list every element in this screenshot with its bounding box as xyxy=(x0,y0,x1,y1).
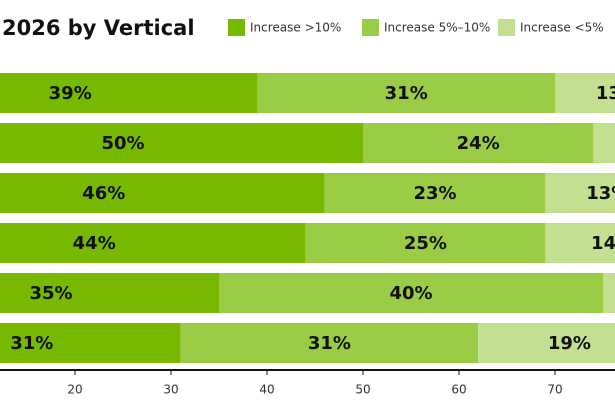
data-label: 31% xyxy=(385,83,428,104)
bar-segment xyxy=(324,173,546,213)
data-label: 31% xyxy=(10,333,53,354)
bar-segment xyxy=(180,323,479,363)
x-tick-label: 30 xyxy=(163,383,178,397)
bar-segment xyxy=(555,73,615,113)
bar-segment xyxy=(0,223,306,263)
bar-segment xyxy=(603,273,615,313)
x-tick-label: 70 xyxy=(547,383,562,397)
data-label: 40% xyxy=(389,283,432,304)
bar-segment xyxy=(478,323,615,363)
x-tick-label: 20 xyxy=(67,383,82,397)
data-label: 50% xyxy=(101,133,144,154)
legend-label: Increase >10% xyxy=(250,21,341,35)
bar-segment xyxy=(219,273,603,313)
data-label: 13% xyxy=(586,183,615,204)
bar-segment xyxy=(0,73,258,113)
bar-segment xyxy=(363,123,594,163)
data-label: 35% xyxy=(29,283,72,304)
legend-label: Increase <5% xyxy=(520,21,604,35)
legend-swatch xyxy=(228,19,245,36)
data-label: 44% xyxy=(73,233,116,254)
bar-segment xyxy=(0,173,325,213)
x-tick-label: 60 xyxy=(451,383,466,397)
x-tick-label: 50 xyxy=(355,383,370,397)
bar-segment xyxy=(0,323,181,363)
bar-segment xyxy=(0,123,363,163)
data-label: 39% xyxy=(49,83,92,104)
bar-segment xyxy=(0,273,219,313)
legend-swatch xyxy=(498,19,515,36)
legend-label: Increase 5%–10% xyxy=(384,21,490,35)
data-label: 19% xyxy=(548,333,591,354)
data-label: 31% xyxy=(308,333,351,354)
legend-swatch xyxy=(362,19,379,36)
bar-segment xyxy=(257,73,555,113)
data-label: 23% xyxy=(413,183,456,204)
bar-segment xyxy=(545,223,615,263)
data-label: 24% xyxy=(457,133,500,154)
bar-segment xyxy=(593,123,615,163)
chart-title: 2026 by Vertical xyxy=(2,16,195,40)
data-label: 14% xyxy=(591,233,615,254)
bar-segment xyxy=(305,223,546,263)
bar-segment xyxy=(545,173,615,213)
data-label: 13% xyxy=(596,83,615,104)
data-label: 46% xyxy=(82,183,125,204)
x-tick-label: 40 xyxy=(259,383,274,397)
data-label: 25% xyxy=(404,233,447,254)
